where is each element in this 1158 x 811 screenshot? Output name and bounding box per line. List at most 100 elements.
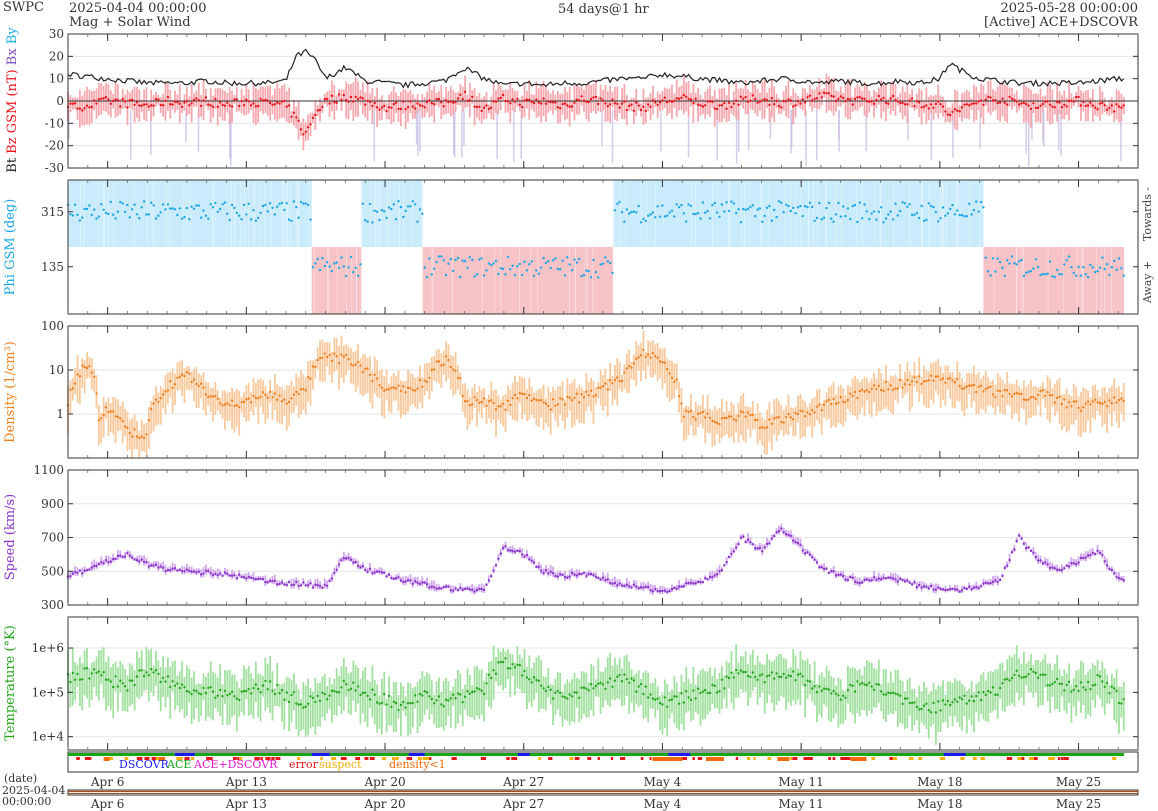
bz-point [573,101,576,105]
density-band [915,375,918,392]
density-point [608,379,612,382]
density-point [834,402,838,406]
phi-point [133,203,136,206]
bz-point [323,97,326,101]
phi-point [178,207,181,210]
phi-point [754,215,757,218]
phi-point [899,209,902,213]
bz-point [616,102,619,106]
density-band [183,368,186,403]
density-band [675,363,678,390]
temp-point [364,691,367,694]
phi-point [316,257,319,261]
temp-point [732,676,735,679]
temp-point [271,689,274,692]
speed-point [932,588,935,591]
speed-point [1075,563,1078,566]
temp-point [423,690,426,693]
phi-point [1072,271,1076,275]
speed-point [1039,559,1042,562]
density-point [150,407,153,411]
density-point [211,395,215,398]
bz-point [611,98,614,101]
density-point [123,425,127,428]
phi-point [185,206,189,210]
temp-band [837,677,840,728]
density-band [1084,388,1087,433]
speed-point [694,582,697,585]
bz-point [352,100,355,103]
temp-point [1048,684,1052,687]
phi-point [834,213,838,216]
density-point [568,396,571,399]
temp-point [176,682,179,685]
temp-point [399,703,403,707]
phi-point [913,213,916,216]
phi-point [960,214,964,217]
density-point [511,397,514,400]
bz-point [844,99,847,103]
speed-point [806,551,809,554]
bz-point [1017,103,1021,106]
temp-point [965,702,968,705]
bz-point [915,100,919,103]
phi-point [180,217,184,220]
temp-point [780,675,783,679]
bz-point [706,100,709,103]
density-band [128,420,131,450]
phi-point [104,211,108,215]
temp-point [1056,677,1059,681]
temp-band [980,674,982,715]
phi-point [154,217,158,220]
bz-point [249,104,253,107]
density-point [784,415,788,419]
speed-point [532,561,536,564]
bz-point [918,101,921,104]
bz-point [416,102,419,105]
bz-point [504,99,507,103]
phi-point [949,207,952,211]
bz-point [518,103,521,106]
speed-point [1060,568,1064,572]
bz-point [285,105,288,108]
density-band [169,371,172,398]
bxby-band [419,109,421,152]
speed-band [606,572,609,584]
phi-point [333,262,336,265]
temp-point [437,695,441,698]
speed-point [711,576,714,579]
bz-point [276,101,279,104]
density-point [737,414,740,418]
speed-point [140,558,143,561]
bz-point [663,96,666,99]
phi-point [280,201,284,205]
speed-point [756,547,759,550]
temp-point [1077,689,1080,693]
bz-point [735,99,738,102]
temp-band [583,671,585,715]
speed-point [368,567,372,570]
bz-point [1060,106,1064,109]
temp-band [678,691,680,731]
speed-point [977,587,980,590]
density-point [104,406,108,409]
speed-point [264,580,267,584]
temp-point [737,672,740,675]
density-band [982,375,985,410]
phi-point [114,217,117,220]
temp-band [768,659,771,695]
phi-point [292,200,296,203]
phi-point [887,213,890,216]
density-point [428,376,431,380]
temp-band [866,660,868,717]
temp-point [207,686,210,690]
phi-point [677,206,681,209]
density-band [492,390,495,420]
speed-point [371,572,374,575]
bz-point [922,105,926,108]
speed-point [1051,566,1054,569]
density-point [880,388,883,392]
temp-point [682,701,685,704]
temp-point [380,701,384,704]
density-point [109,410,113,413]
